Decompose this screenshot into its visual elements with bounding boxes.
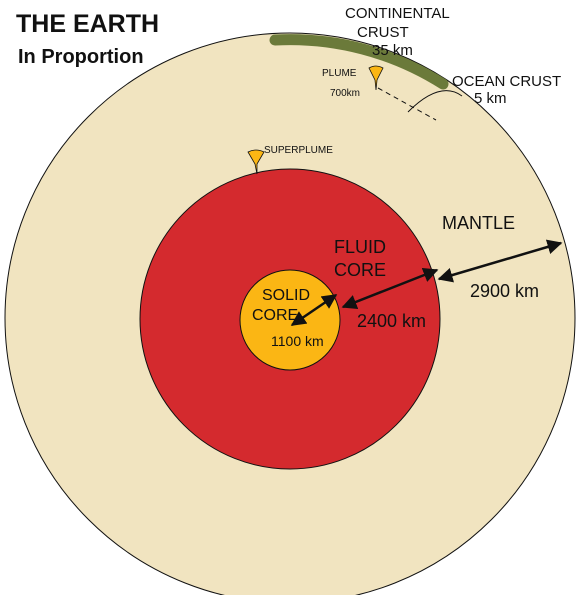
title: THE EARTH xyxy=(16,10,159,38)
plume-icon xyxy=(368,65,384,91)
label: 35 km xyxy=(372,42,413,59)
superplume-icon xyxy=(247,149,265,175)
label: OCEAN CRUST xyxy=(452,73,561,90)
label: MANTLE xyxy=(442,213,515,233)
label: 5 km xyxy=(474,90,507,107)
mantle-arrow xyxy=(437,239,563,283)
subtitle: In Proportion xyxy=(18,46,144,68)
label: 2400 km xyxy=(357,311,426,331)
label: CRUST xyxy=(357,24,409,41)
label: CORE xyxy=(334,260,386,280)
label: 2900 km xyxy=(470,281,539,301)
label: CORE xyxy=(252,307,298,324)
continental-crust xyxy=(269,34,449,90)
fluid-core-arrow xyxy=(341,267,439,310)
ocean-crust xyxy=(407,90,463,113)
plume-depth xyxy=(377,87,437,121)
label: 1100 km xyxy=(271,333,324,349)
label: PLUME xyxy=(322,68,357,79)
label: SUPERPLUME xyxy=(264,145,333,156)
label: FLUID xyxy=(334,237,386,257)
label: 700km xyxy=(330,88,360,99)
label: SOLID xyxy=(262,287,310,304)
solid-core-arrow xyxy=(290,293,338,327)
label: CONTINENTAL xyxy=(345,5,450,22)
